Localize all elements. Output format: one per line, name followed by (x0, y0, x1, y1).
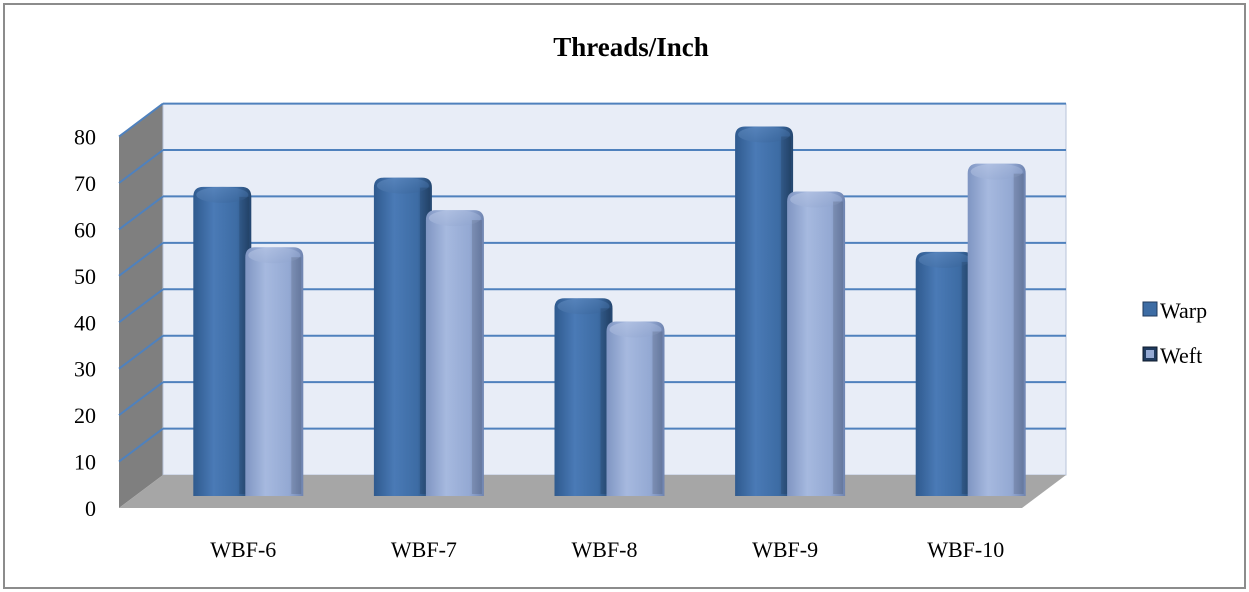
bar-body (967, 163, 1026, 496)
bar-weft (425, 210, 484, 497)
x-axis-ticks: WBF-6 WBF-7 WBF-8 WBF-9 WBF-10 (210, 537, 1004, 562)
bar-shade (1013, 173, 1024, 494)
y-tick-label: 30 (74, 357, 96, 382)
bar-warp (373, 177, 432, 497)
chart-title: Threads/Inch (553, 32, 709, 62)
bar-body (915, 251, 974, 496)
x-tick-label: WBF-9 (752, 537, 818, 562)
bar-body (606, 321, 665, 496)
bar-cap (609, 321, 662, 338)
legend-swatch-warp (1142, 301, 1158, 317)
bar-shade (471, 220, 482, 495)
bar-shade (291, 257, 302, 494)
bar-cap (376, 177, 429, 194)
x-tick-label: WBF-8 (572, 537, 638, 562)
gridline-side (118, 334, 164, 370)
y-axis-ticks: 0 10 20 30 40 50 60 70 80 (74, 125, 96, 521)
gridline-side (118, 381, 164, 416)
bar-body (373, 177, 432, 497)
legend-swatch-weft-inner (1146, 350, 1154, 358)
legend-label-weft: Weft (1160, 343, 1202, 368)
bar-shade (781, 136, 792, 494)
legend: Warp Weft (1142, 298, 1207, 368)
y-tick-label: 20 (74, 403, 96, 428)
bar-cap (918, 251, 971, 268)
bar-warp (735, 126, 794, 496)
y-tick-label: 70 (74, 171, 96, 196)
x-tick-label: WBF-7 (391, 537, 457, 562)
bar-body (554, 298, 613, 496)
bar-warp (554, 298, 613, 496)
gridline-side (118, 102, 164, 138)
bar-body (735, 126, 794, 496)
bar-body (193, 186, 252, 496)
bar-shade (419, 187, 430, 495)
bar-cap (248, 247, 301, 264)
y-tick-label: 50 (74, 264, 96, 289)
bar-body (425, 210, 484, 497)
y-tick-label: 80 (74, 125, 96, 150)
gridline-side (118, 427, 164, 463)
bars (193, 126, 1026, 497)
y-tick-label: 0 (85, 496, 96, 521)
x-tick-label: WBF-10 (927, 537, 1004, 562)
bar-shade (652, 331, 663, 494)
y-tick-label: 10 (74, 450, 96, 475)
bar-cap (428, 210, 481, 227)
bar-cap (196, 186, 249, 203)
legend-label-warp: Warp (1160, 298, 1207, 323)
bar-cap (790, 191, 843, 208)
x-tick-label: WBF-6 (210, 537, 276, 562)
bar-cap (970, 163, 1023, 180)
bar-shade (239, 196, 250, 494)
bar-weft (787, 191, 846, 496)
bar-cap (557, 298, 610, 315)
y-tick-label: 60 (74, 217, 96, 242)
bar-shade (961, 261, 972, 494)
bar-weft (606, 321, 665, 496)
bar-shade (600, 308, 611, 494)
gridline-side (118, 242, 164, 277)
gridline-side (118, 149, 164, 184)
y-tick-label: 40 (74, 310, 96, 335)
bar-warp (193, 186, 252, 496)
bar-cap (738, 126, 791, 143)
bar-body (787, 191, 846, 496)
bar-warp (915, 251, 974, 496)
bar-body (245, 247, 304, 496)
gridline-side (118, 288, 164, 324)
bar-weft (967, 163, 1026, 496)
bar-weft (245, 247, 304, 496)
gridline-side (118, 195, 164, 231)
bar-shade (833, 201, 844, 494)
